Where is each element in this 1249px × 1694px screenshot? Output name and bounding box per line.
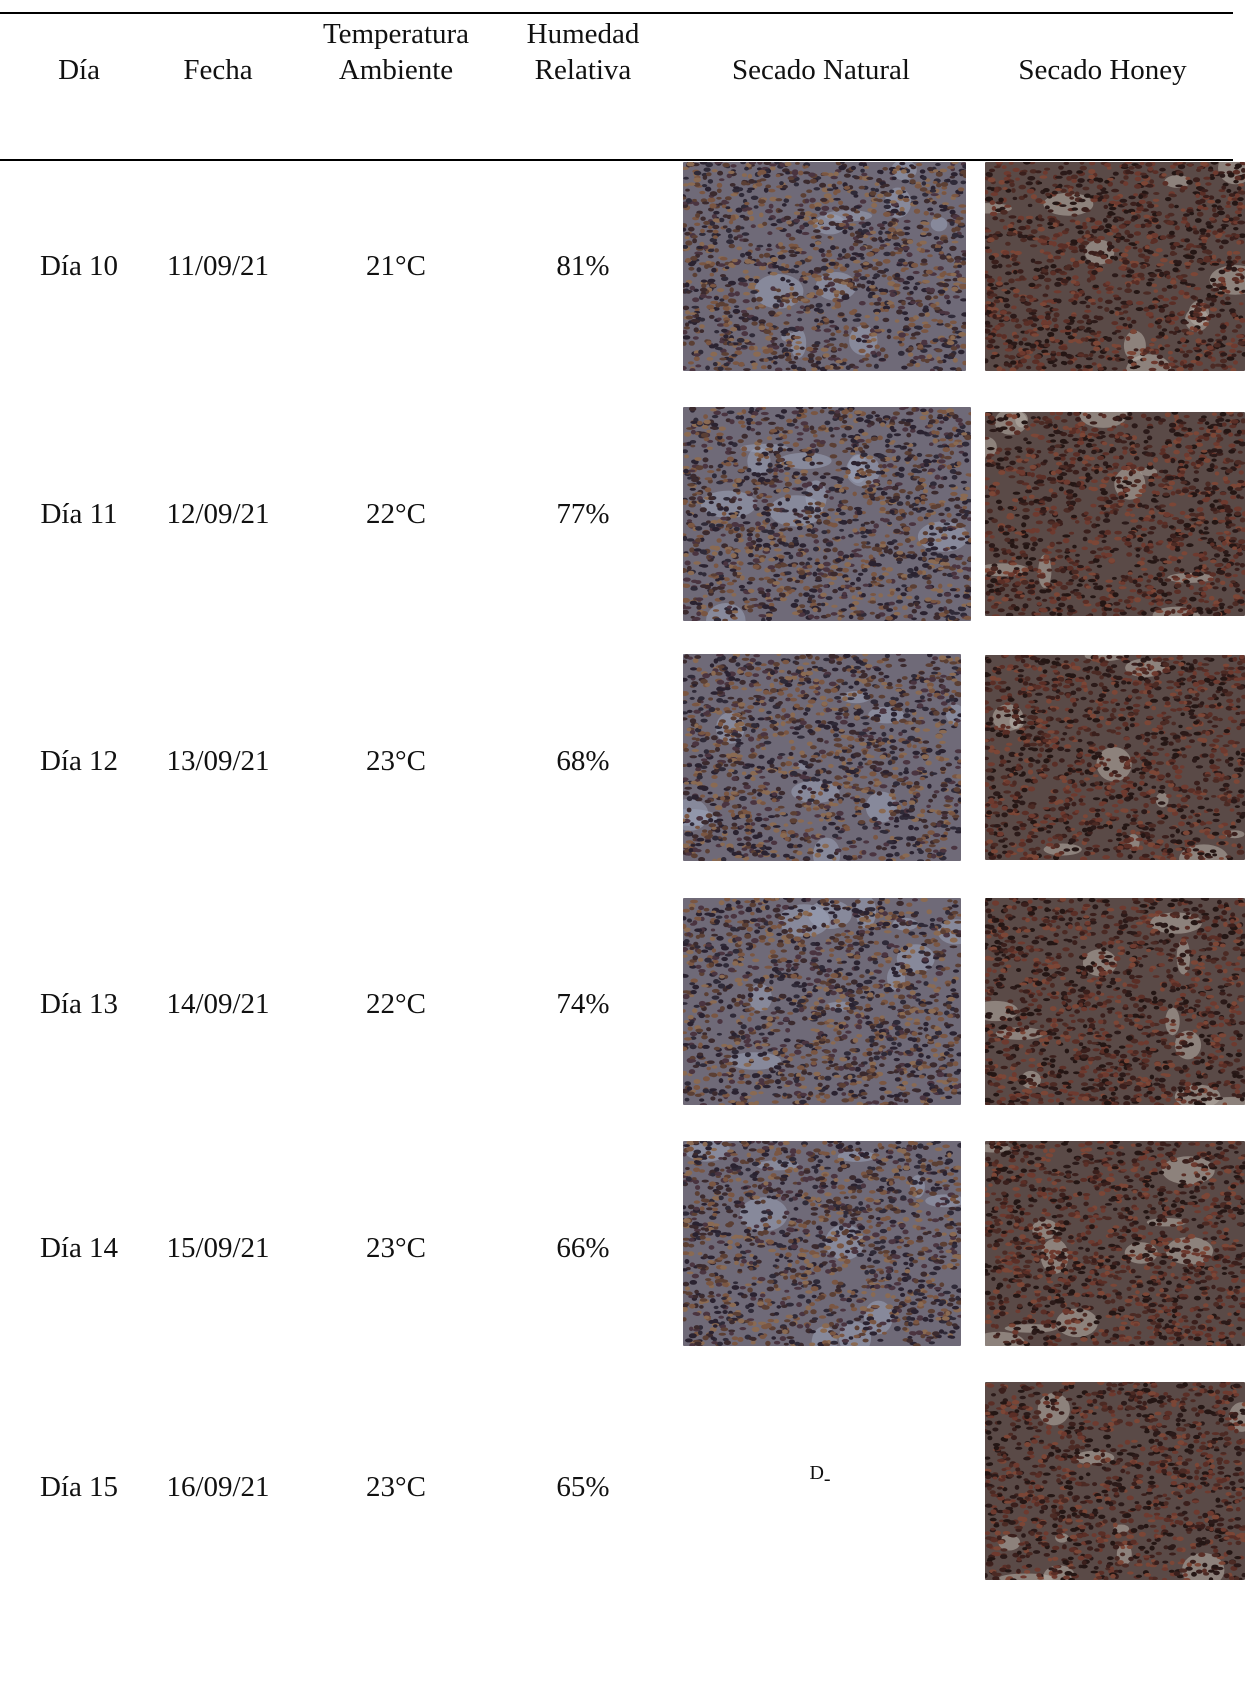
header-humidity-line2: Relativa <box>534 54 632 86</box>
row-day: Día 14 <box>39 1232 119 1264</box>
row-humidity: 68% <box>556 745 610 777</box>
honey-drying-photo <box>985 162 1245 371</box>
row-date: 16/09/21 <box>166 1471 270 1503</box>
header-humidity-line1: Humedad <box>526 18 640 50</box>
row-temperature: 22°C <box>366 498 426 530</box>
row-temperature: 22°C <box>366 988 426 1020</box>
missing-photo-placeholder: D- <box>790 1462 850 1490</box>
honey-drying-photo <box>985 898 1245 1105</box>
row-date: 15/09/21 <box>166 1232 270 1264</box>
header-temperature: Temperatura Ambiente <box>306 17 486 89</box>
row-day: Día 10 <box>39 250 119 282</box>
row-temperature: 23°C <box>366 745 426 777</box>
row-day: Día 15 <box>39 1471 119 1503</box>
row-humidity: 81% <box>556 250 610 282</box>
honey-drying-photo <box>985 412 1245 616</box>
honey-drying-photo <box>985 1141 1245 1346</box>
row-day: Día 12 <box>39 745 119 777</box>
natural-drying-photo <box>683 654 961 861</box>
natural-drying-photo <box>683 898 961 1105</box>
row-date: 13/09/21 <box>166 745 270 777</box>
row-humidity: 74% <box>556 988 610 1020</box>
table-header-rule <box>0 159 1233 161</box>
honey-drying-photo <box>985 655 1245 860</box>
header-humidity: Humedad Relativa <box>508 17 658 89</box>
row-temperature: 23°C <box>366 1232 426 1264</box>
header-temperature-line2: Ambiente <box>338 54 454 86</box>
row-day: Día 11 <box>40 498 118 530</box>
row-humidity: 77% <box>556 498 610 530</box>
natural-drying-photo <box>683 162 966 371</box>
row-temperature: 23°C <box>366 1471 426 1503</box>
header-honey-drying: Secado Honey <box>1018 54 1187 86</box>
natural-drying-photo <box>683 407 971 621</box>
table-top-rule <box>0 12 1233 14</box>
missing-photo-mark-sub: - <box>823 1468 831 1490</box>
row-humidity: 65% <box>556 1471 610 1503</box>
header-natural-drying: Secado Natural <box>732 54 910 86</box>
natural-drying-photo <box>683 1141 961 1346</box>
row-date: 14/09/21 <box>166 988 270 1020</box>
header-day: Día <box>58 54 100 86</box>
row-temperature: 21°C <box>366 250 426 282</box>
header-date: Fecha <box>183 54 253 86</box>
row-date: 12/09/21 <box>166 498 270 530</box>
missing-photo-mark: D <box>809 1462 824 1484</box>
honey-drying-photo <box>985 1382 1245 1580</box>
row-humidity: 66% <box>556 1232 610 1264</box>
row-date: 11/09/21 <box>166 250 270 282</box>
row-day: Día 13 <box>39 988 119 1020</box>
header-temperature-line1: Temperatura <box>322 18 470 50</box>
